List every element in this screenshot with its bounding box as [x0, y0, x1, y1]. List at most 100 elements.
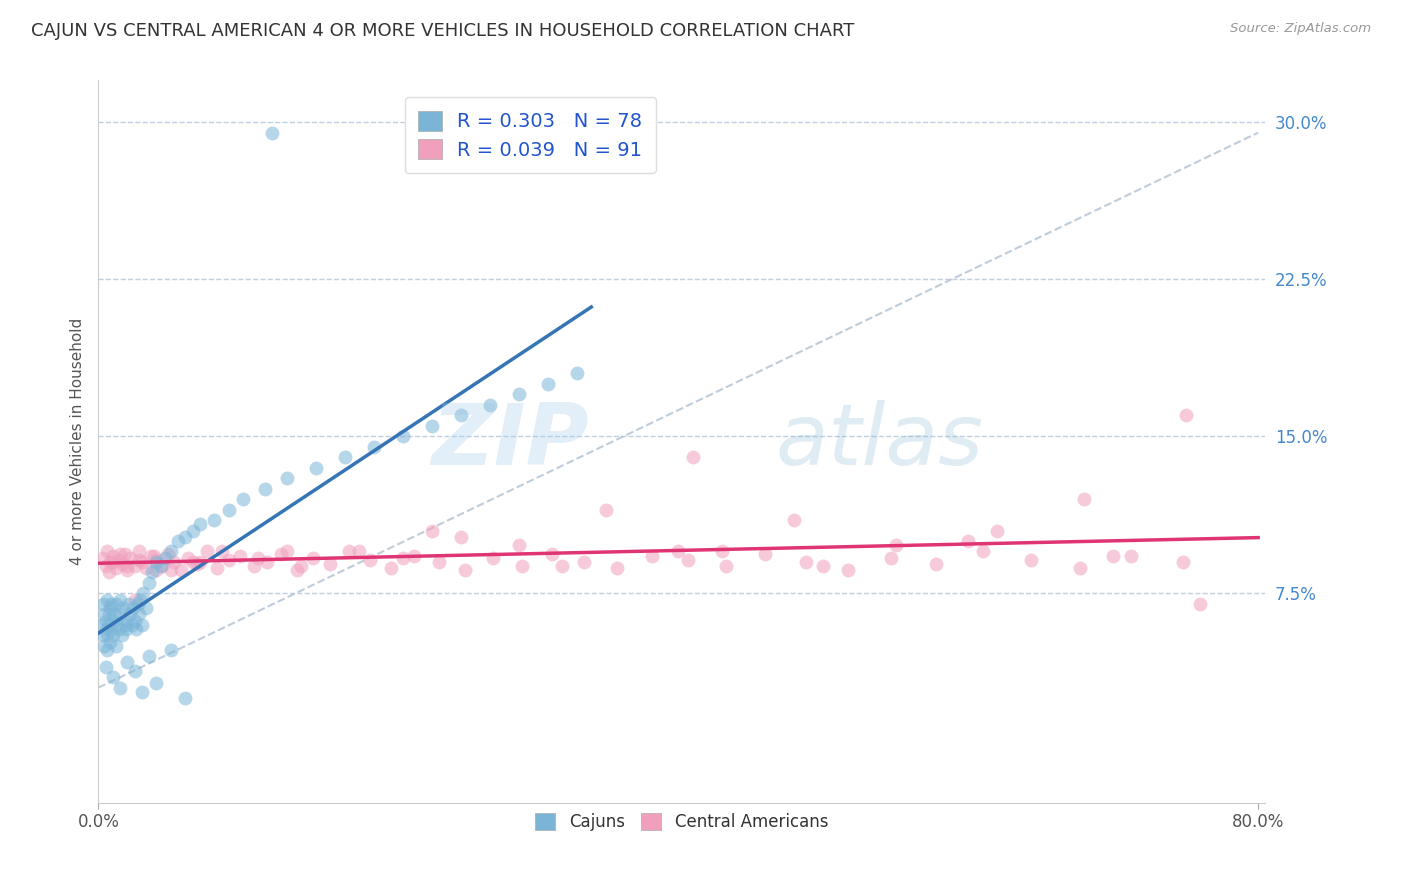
Central Americans: [94, 559, 117, 574]
Central Americans: [91, 550, 114, 565]
Cajuns: [93, 639, 115, 653]
Central Americans: [427, 555, 450, 569]
Central Americans: [139, 549, 162, 563]
Central Americans: [97, 566, 120, 580]
Cajuns: [96, 628, 118, 642]
Cajuns: [108, 592, 131, 607]
Cajuns: [129, 592, 152, 607]
Central Americans: [120, 550, 142, 565]
Cajuns: [131, 617, 153, 632]
Cajuns: [232, 492, 254, 507]
Cajuns: [94, 659, 117, 673]
Central Americans: [270, 547, 292, 561]
Central Americans: [1174, 409, 1197, 423]
Central Americans: [104, 561, 127, 575]
Cajuns: [115, 622, 138, 636]
Central Americans: [551, 559, 574, 574]
Central Americans: [110, 557, 132, 571]
Central Americans: [606, 561, 628, 575]
Central Americans: [101, 549, 124, 563]
Cajuns: [104, 639, 127, 653]
Central Americans: [117, 559, 139, 574]
Cajuns: [124, 614, 146, 628]
Central Americans: [754, 547, 776, 561]
Cajuns: [363, 440, 385, 454]
Cajuns: [96, 643, 118, 657]
Cajuns: [174, 530, 197, 544]
Central Americans: [163, 555, 186, 569]
Central Americans: [641, 549, 664, 563]
Central Americans: [1171, 555, 1194, 569]
Cajuns: [141, 566, 163, 580]
Y-axis label: 4 or more Vehicles in Household: 4 or more Vehicles in Household: [69, 318, 84, 566]
Central Americans: [666, 544, 689, 558]
Central Americans: [1073, 492, 1095, 507]
Central Americans: [678, 553, 700, 567]
Central Americans: [837, 563, 859, 577]
Central Americans: [135, 561, 157, 575]
Central Americans: [349, 544, 371, 558]
Cajuns: [127, 597, 149, 611]
Central Americans: [290, 559, 312, 574]
Cajuns: [94, 614, 117, 628]
Central Americans: [160, 563, 183, 577]
Central Americans: [359, 553, 381, 567]
Central Americans: [972, 544, 994, 558]
Text: CAJUN VS CENTRAL AMERICAN 4 OR MORE VEHICLES IN HOUSEHOLD CORRELATION CHART: CAJUN VS CENTRAL AMERICAN 4 OR MORE VEHI…: [31, 22, 855, 40]
Cajuns: [149, 559, 172, 574]
Cajuns: [218, 502, 240, 516]
Cajuns: [508, 387, 530, 401]
Cajuns: [112, 601, 135, 615]
Cajuns: [254, 482, 277, 496]
Cajuns: [333, 450, 356, 465]
Central Americans: [145, 553, 167, 567]
Central Americans: [142, 549, 165, 563]
Central Americans: [302, 550, 325, 565]
Cajuns: [131, 685, 153, 699]
Cajuns: [110, 628, 132, 642]
Central Americans: [319, 557, 342, 571]
Central Americans: [884, 538, 907, 552]
Cajuns: [107, 622, 129, 636]
Central Americans: [117, 563, 139, 577]
Cajuns: [98, 634, 121, 648]
Cajuns: [114, 617, 136, 632]
Cajuns: [392, 429, 415, 443]
Central Americans: [195, 544, 218, 558]
Cajuns: [101, 628, 124, 642]
Central Americans: [246, 550, 269, 565]
Central Americans: [380, 561, 402, 575]
Cajuns: [160, 643, 183, 657]
Central Americans: [714, 559, 737, 574]
Cajuns: [94, 622, 117, 636]
Cajuns: [100, 622, 122, 636]
Cajuns: [167, 534, 190, 549]
Central Americans: [101, 555, 124, 569]
Central Americans: [128, 544, 150, 558]
Central Americans: [880, 550, 903, 565]
Central Americans: [108, 547, 131, 561]
Cajuns: [96, 592, 118, 607]
Cajuns: [262, 126, 284, 140]
Central Americans: [145, 563, 167, 577]
Cajuns: [108, 681, 131, 695]
Central Americans: [783, 513, 806, 527]
Cajuns: [103, 607, 125, 622]
Central Americans: [925, 557, 948, 571]
Central Americans: [181, 555, 204, 569]
Text: ZIP: ZIP: [430, 400, 589, 483]
Central Americans: [188, 555, 211, 569]
Central Americans: [114, 547, 136, 561]
Central Americans: [337, 544, 360, 558]
Central Americans: [207, 561, 229, 575]
Central Americans: [285, 563, 308, 577]
Central Americans: [107, 553, 129, 567]
Central Americans: [420, 524, 443, 538]
Central Americans: [131, 555, 153, 569]
Central Americans: [682, 450, 704, 465]
Central Americans: [957, 534, 980, 549]
Central Americans: [404, 549, 426, 563]
Cajuns: [121, 617, 143, 632]
Cajuns: [97, 617, 120, 632]
Central Americans: [710, 544, 733, 558]
